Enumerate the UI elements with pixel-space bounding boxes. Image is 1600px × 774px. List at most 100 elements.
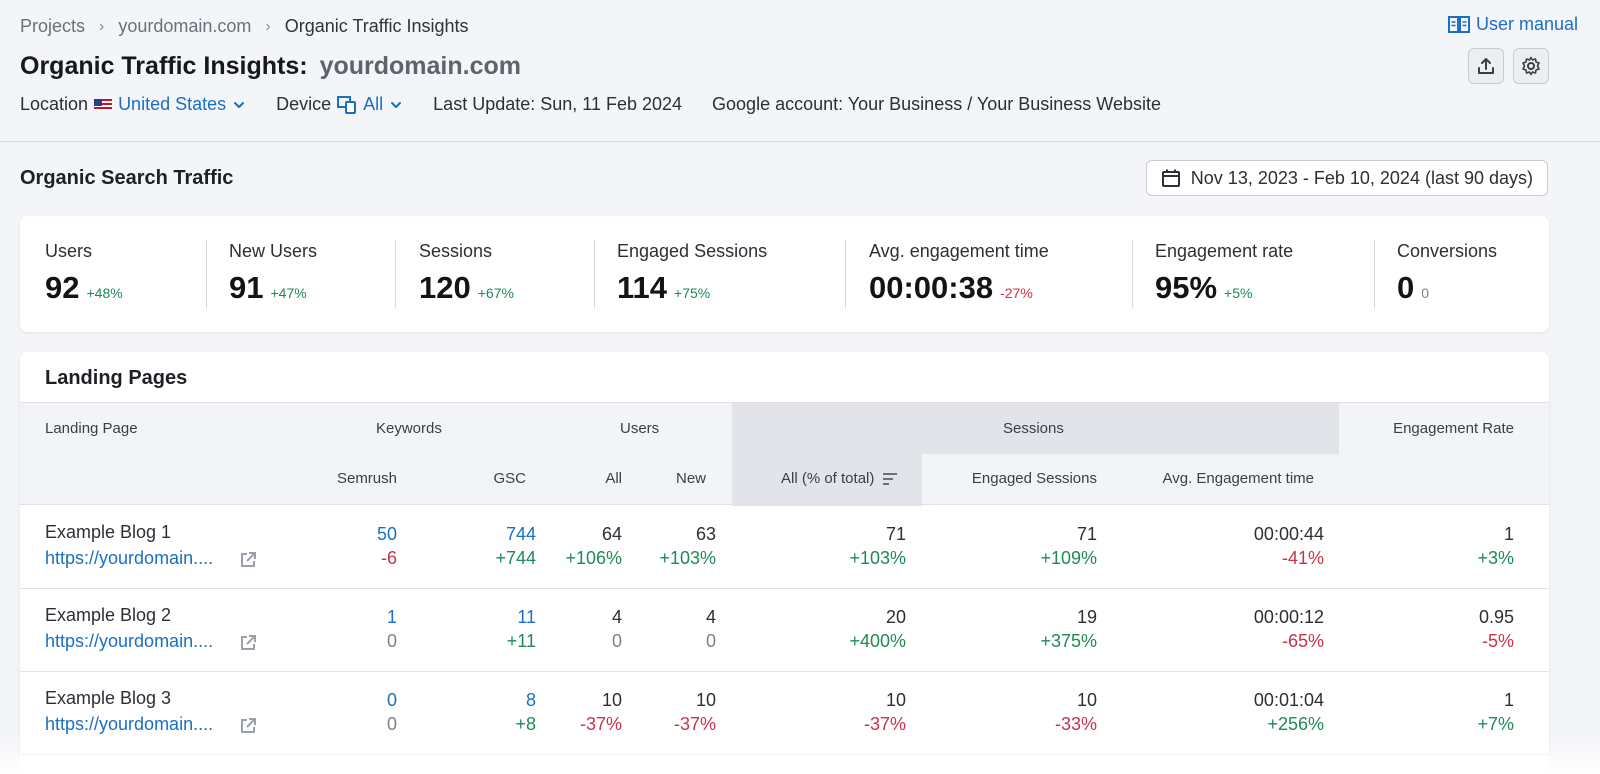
header-sessions: Sessions	[1003, 420, 1064, 437]
value: 1	[1503, 524, 1514, 544]
location-value-text: United States	[118, 94, 227, 114]
delta: +8	[515, 714, 536, 734]
delta: +375%	[1040, 631, 1097, 651]
divider	[594, 240, 595, 308]
landing-page-url[interactable]: https://yourdomain....	[45, 548, 214, 568]
sessions-sorted-column-bg	[732, 454, 922, 506]
chevron-right-icon: ›	[99, 17, 105, 35]
meta-bar: Location United States Device All Last U…	[20, 94, 1191, 115]
cell-engagement-rate: 1 +3%	[1477, 524, 1514, 569]
export-icon	[1478, 58, 1494, 74]
header-sessions-all[interactable]: All (% of total)	[781, 470, 899, 487]
header-semrush[interactable]: Semrush	[336, 470, 397, 487]
cell-users-new: 63 +103%	[659, 524, 716, 569]
stat-delta: 0	[1421, 285, 1430, 301]
stat-delta: +47%	[270, 285, 307, 301]
value: 64	[601, 524, 622, 544]
value: 00:00:44	[1253, 524, 1324, 544]
value: 4	[611, 607, 622, 627]
stat-avg-engagement-time: Avg. engagement time 00:00:38 -27%	[869, 241, 1049, 306]
breadcrumb-projects[interactable]: Projects	[20, 16, 86, 36]
page-title: Organic Traffic Insights: yourdomain.com	[20, 52, 521, 81]
divider	[845, 240, 846, 308]
delta: -37%	[579, 714, 622, 734]
chevron-down-icon	[391, 101, 402, 108]
location-label: Location	[20, 94, 89, 114]
stat-label: Engaged Sessions	[617, 241, 768, 261]
device-label: Device	[276, 94, 332, 114]
value: 71	[885, 524, 906, 544]
landing-pages-title: Landing Pages	[45, 367, 188, 389]
cell-engaged-sessions: 19 +375%	[1040, 607, 1097, 652]
cell-users-new: 10 -37%	[674, 690, 716, 735]
sort-desc-icon	[883, 472, 898, 485]
delta: -37%	[673, 714, 716, 734]
delta: +103%	[659, 548, 716, 568]
external-link-icon[interactable]	[238, 633, 258, 653]
stat-label: Engagement rate	[1155, 241, 1294, 261]
date-range-picker[interactable]: Nov 13, 2023 - Feb 10, 2024 (last 90 day…	[1145, 160, 1548, 196]
export-button[interactable]	[1468, 48, 1504, 84]
value: 50	[376, 524, 397, 544]
delta: -33%	[1054, 714, 1097, 734]
stat-engagement-rate: Engagement rate 95% +5%	[1155, 241, 1293, 306]
stat-value: 114	[617, 270, 668, 305]
external-link-icon[interactable]	[238, 716, 258, 736]
value: 0	[386, 690, 397, 710]
delta: 0	[386, 714, 397, 734]
breadcrumb: Projects › yourdomain.com › Organic Traf…	[20, 16, 469, 37]
cell-engagement-rate: 0.95 -5%	[1479, 607, 1514, 652]
delta: 0	[611, 631, 622, 651]
cell-gsc[interactable]: 744 +744	[495, 524, 536, 569]
settings-button[interactable]	[1513, 48, 1549, 84]
user-manual-link[interactable]: User manual	[1447, 14, 1578, 35]
header-gsc[interactable]: GSC	[493, 470, 526, 487]
value: 10	[885, 690, 906, 710]
table-row: Example Blog 1 https://yourdomain.... 50…	[20, 506, 1549, 589]
header-avg-engagement-time[interactable]: Avg. Engagement time	[1162, 470, 1314, 487]
delta: +11	[506, 631, 536, 651]
device-selector[interactable]: Device All	[276, 94, 403, 115]
stat-value: 91	[229, 270, 264, 305]
cell-gsc[interactable]: 11 +11	[507, 607, 536, 652]
header-landing-page[interactable]: Landing Page	[45, 420, 138, 437]
header-engagement-rate[interactable]: Engagement Rate	[1393, 420, 1514, 437]
cell-semrush[interactable]: 50 -6	[377, 524, 397, 569]
device-value-text: All	[363, 94, 384, 114]
page-title-domain: yourdomain.com	[319, 52, 521, 80]
value: 10	[601, 690, 622, 710]
cell-engaged-sessions: 10 -33%	[1055, 690, 1097, 735]
value: 744	[505, 524, 536, 544]
stat-value: 00:00:38	[869, 270, 994, 305]
value: 11	[517, 607, 536, 627]
landing-page-url[interactable]: https://yourdomain....	[45, 714, 214, 734]
stat-delta: +48%	[86, 285, 123, 301]
stat-label: New Users	[229, 241, 318, 261]
stat-value: 120	[419, 270, 471, 305]
header-engaged-sessions[interactable]: Engaged Sessions	[971, 470, 1097, 487]
device-value: All	[363, 94, 403, 115]
delta: +3%	[1477, 548, 1514, 568]
external-link-icon[interactable]	[238, 550, 258, 570]
delta: +109%	[1040, 548, 1097, 568]
stat-value: 0	[1397, 270, 1415, 305]
header-users-all[interactable]: All	[605, 470, 622, 487]
breadcrumb-domain[interactable]: yourdomain.com	[118, 16, 252, 36]
stat-users: Users 92 +48%	[45, 241, 123, 306]
value: 20	[885, 607, 906, 627]
landing-page-url[interactable]: https://yourdomain....	[45, 631, 214, 651]
stat-engaged-sessions: Engaged Sessions 114 +75%	[617, 241, 767, 306]
cell-gsc[interactable]: 8 +8	[515, 690, 536, 735]
value: 00:01:04	[1253, 690, 1324, 710]
stat-label: Users	[45, 241, 93, 261]
stats-card: Users 92 +48% New Users 91 +47% Sessions 1…	[20, 216, 1549, 332]
landing-page-name: Example Blog 2	[45, 605, 172, 625]
stat-delta: +67%	[477, 285, 514, 301]
header-users-new[interactable]: New	[675, 470, 706, 487]
location-selector[interactable]: Location United States	[20, 94, 246, 115]
value: 00:00:12	[1253, 607, 1324, 627]
